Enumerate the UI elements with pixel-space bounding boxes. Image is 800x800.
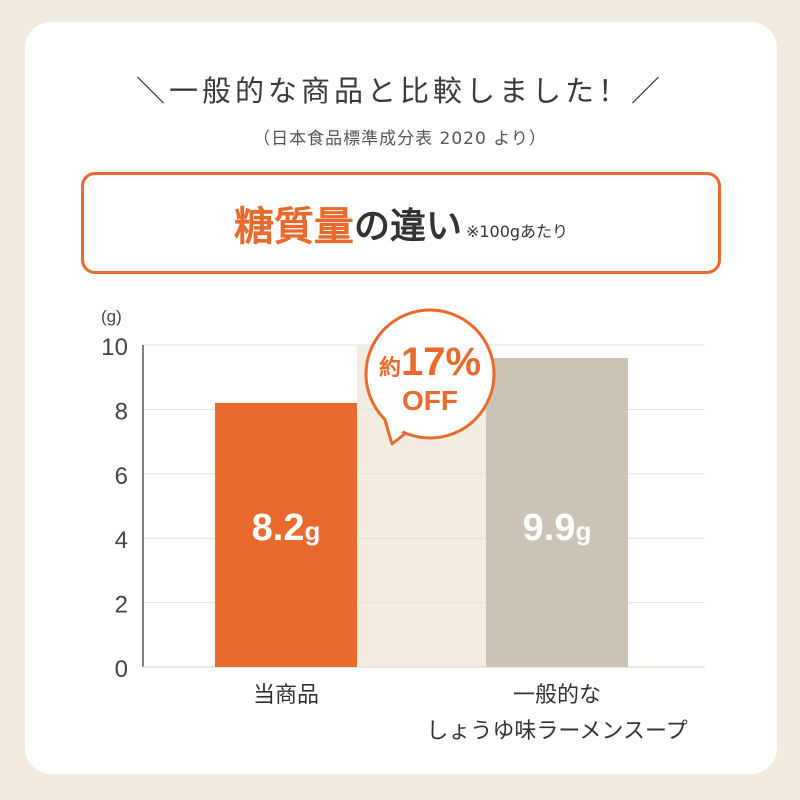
comparison-heading: ＼一般的な商品と比較しました！／ [135, 74, 664, 108]
title-note-text: ※100gあたり [465, 222, 569, 241]
source-note: （日本食品標準成分表 2020 より） [253, 129, 547, 149]
y-tick-label: 10 [101, 334, 128, 361]
category-label: 当商品 [253, 683, 319, 708]
category-label: しょうゆ味ラーメンスープ [426, 719, 687, 744]
y-tick-label: 6 [115, 463, 128, 490]
chart-title-box: 糖質量 の違い ※100gあたり [81, 172, 721, 274]
y-tick-label: 4 [115, 527, 128, 554]
badge-pointer-fill [386, 418, 410, 440]
bar-value-label: 8.2g [252, 507, 321, 549]
badge-off-text: OFF [402, 385, 458, 416]
bar-value-label: 9.9g [523, 507, 592, 549]
bar [486, 357, 628, 667]
category-label: 一般的な [513, 683, 601, 708]
title-rest-text: の違い [353, 206, 462, 247]
badge-circle [364, 308, 496, 440]
badge-percent-text: 約17% [379, 340, 481, 384]
title-accent-text: 糖質量 [233, 204, 354, 250]
y-unit-label: (g) [101, 307, 122, 326]
y-tick-label: 0 [115, 656, 128, 683]
bar [215, 402, 357, 667]
y-tick-label: 8 [115, 398, 128, 425]
y-tick-label: 2 [115, 592, 128, 619]
